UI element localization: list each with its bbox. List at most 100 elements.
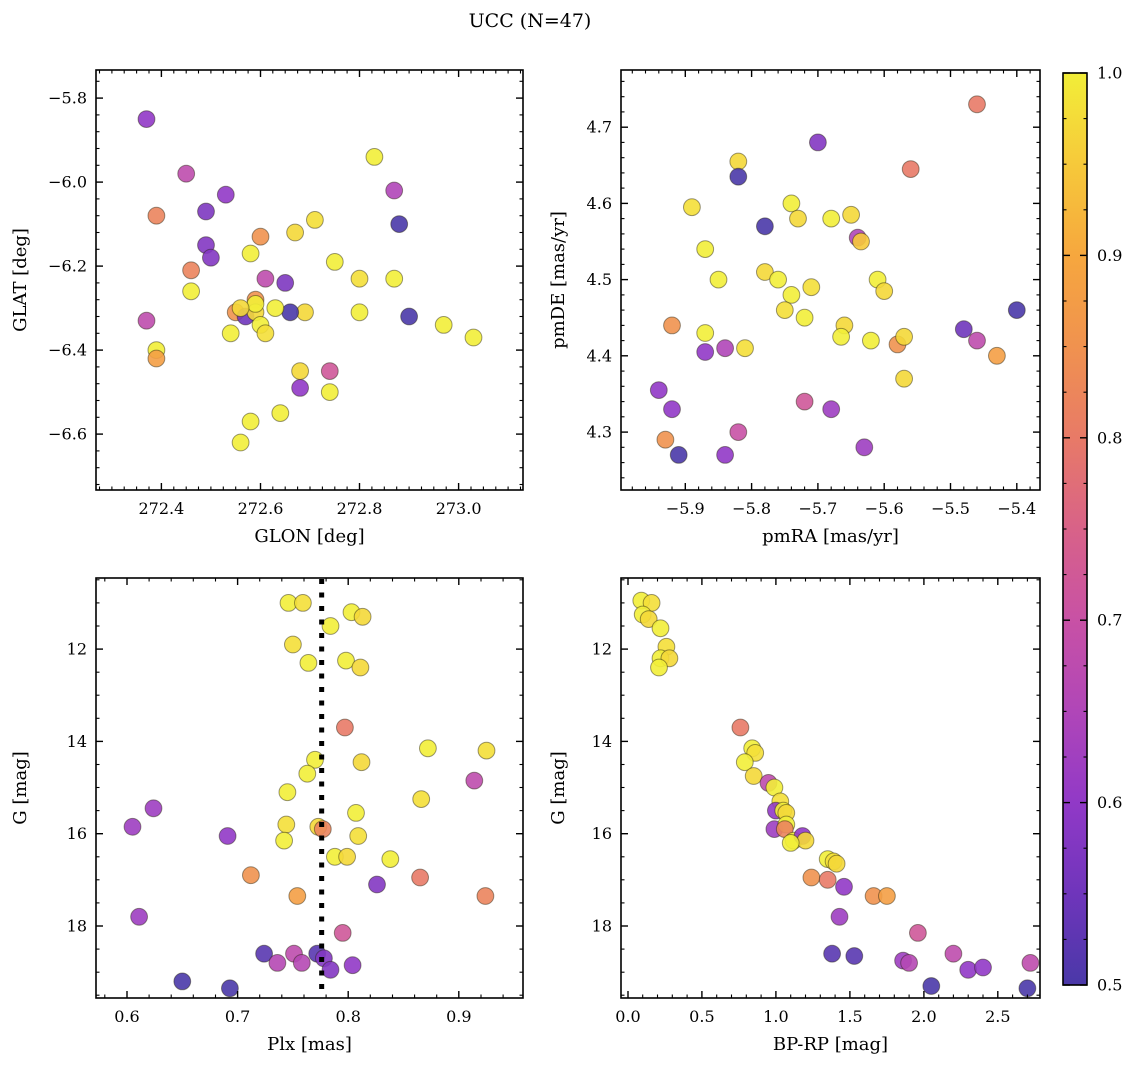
data-point bbox=[182, 282, 201, 301]
data-point bbox=[729, 167, 748, 186]
data-point bbox=[286, 223, 305, 242]
scatter-points bbox=[649, 95, 1026, 464]
data-point bbox=[1018, 979, 1037, 998]
y-tick-label: 12 bbox=[67, 640, 87, 659]
y-tick-label: 4.6 bbox=[587, 194, 612, 213]
data-point bbox=[343, 956, 362, 975]
y-axis-label: G [mag] bbox=[548, 751, 569, 824]
panel-pmra-pmde: −5.9 −5.8 −5.7 −5.6 −5.5 −5.4 4.7 4.6 4.5 4.4 4.3 p… bbox=[548, 69, 1041, 547]
data-point bbox=[231, 433, 250, 452]
tick-labels: −5.9 −5.8 −5.7 −5.6 −5.5 −5.4 4.7 4.6 4.5 4.4 4.3 bbox=[587, 118, 1037, 518]
data-point bbox=[385, 269, 404, 288]
data-point bbox=[202, 248, 220, 267]
data-point bbox=[696, 324, 715, 342]
x-tick-label: 0.7 bbox=[225, 1007, 250, 1026]
data-point bbox=[781, 834, 800, 852]
data-point bbox=[350, 269, 369, 288]
data-point bbox=[365, 148, 384, 166]
x-tick-label: −5.6 bbox=[865, 499, 904, 518]
data-point bbox=[281, 303, 300, 322]
data-point bbox=[465, 771, 484, 790]
x-axis-label: pmRA [mas/yr] bbox=[762, 526, 899, 547]
data-point bbox=[895, 327, 913, 346]
y-axis-label: GLAT [deg] bbox=[10, 228, 31, 332]
data-point bbox=[1021, 954, 1040, 972]
data-point bbox=[649, 381, 668, 400]
data-point bbox=[944, 944, 963, 963]
data-point bbox=[901, 160, 920, 179]
data-point bbox=[325, 253, 344, 271]
y-axis-label: G [mag] bbox=[10, 751, 31, 824]
data-point bbox=[434, 316, 453, 334]
data-point bbox=[277, 815, 296, 834]
data-point bbox=[336, 718, 354, 737]
data-point bbox=[476, 887, 495, 905]
data-point bbox=[306, 211, 324, 229]
data-point bbox=[231, 299, 250, 318]
data-point bbox=[412, 790, 431, 808]
data-point bbox=[278, 783, 297, 802]
data-point bbox=[352, 753, 371, 772]
y-tick-label: 18 bbox=[67, 917, 87, 936]
data-point bbox=[988, 346, 1006, 365]
data-point bbox=[968, 95, 986, 114]
x-tick-label: 272.4 bbox=[138, 499, 184, 518]
colorbar-tick-label: 0.5 bbox=[1097, 976, 1122, 995]
data-point bbox=[333, 924, 352, 942]
data-point bbox=[818, 870, 837, 889]
panel-plx-g: 0.6 0.7 0.8 0.9 12 14 16 18 Plx [mas] G [mag] bbox=[10, 577, 524, 1055]
data-point bbox=[218, 827, 237, 845]
data-point bbox=[769, 270, 787, 289]
y-tick-label: 4.4 bbox=[587, 346, 612, 365]
data-point bbox=[830, 907, 849, 926]
data-point bbox=[276, 274, 295, 292]
x-axis-label: GLON [deg] bbox=[254, 526, 364, 547]
y-tick-label: 4.5 bbox=[587, 270, 612, 289]
y-tick-label: 4.3 bbox=[587, 423, 612, 442]
data-point bbox=[256, 269, 275, 288]
data-point bbox=[123, 817, 142, 836]
data-point bbox=[268, 954, 287, 972]
data-point bbox=[197, 202, 215, 221]
colorbar: 1.0 0.9 0.8 0.7 0.6 0.5 bbox=[1062, 64, 1122, 995]
y-tick-label: −6.4 bbox=[48, 341, 87, 360]
data-point bbox=[922, 977, 941, 995]
data-point bbox=[419, 739, 437, 758]
axes-frame bbox=[95, 69, 524, 491]
data-point bbox=[477, 741, 496, 760]
data-point bbox=[696, 240, 715, 259]
data-point bbox=[464, 328, 483, 347]
colorbar-tick-label: 0.8 bbox=[1097, 428, 1122, 447]
data-point bbox=[385, 181, 404, 200]
axes-frame bbox=[620, 69, 1041, 491]
data-point bbox=[809, 133, 827, 152]
y-tick-label: 18 bbox=[592, 917, 612, 936]
data-point bbox=[968, 331, 986, 350]
x-tick-label: −5.5 bbox=[931, 499, 970, 518]
data-point bbox=[275, 831, 294, 850]
y-tick-label: 12 bbox=[592, 640, 612, 659]
x-tick-label: 0.8 bbox=[335, 1007, 360, 1026]
data-point bbox=[796, 831, 815, 850]
data-point bbox=[795, 392, 814, 411]
data-point bbox=[852, 232, 870, 251]
data-point bbox=[299, 654, 318, 672]
data-point bbox=[1007, 301, 1026, 320]
data-point bbox=[650, 658, 668, 677]
data-point bbox=[651, 619, 670, 638]
x-tick-label: 1.0 bbox=[763, 1007, 788, 1026]
data-point bbox=[221, 324, 240, 343]
y-tick-label: 14 bbox=[592, 732, 612, 751]
x-tick-label: 0.9 bbox=[446, 1007, 471, 1026]
y-tick-label: −6.6 bbox=[48, 425, 87, 444]
axis-ticks bbox=[96, 70, 523, 490]
x-tick-label: −5.8 bbox=[732, 499, 771, 518]
tick-labels: 0.0 0.5 1.0 1.5 2.0 2.5 12 14 16 18 bbox=[592, 640, 1011, 1026]
y-tick-label: 14 bbox=[67, 732, 87, 751]
data-point bbox=[716, 446, 734, 464]
colorbar-ticks bbox=[1063, 72, 1087, 986]
x-tick-label: 272.8 bbox=[337, 499, 383, 518]
data-point bbox=[353, 607, 372, 626]
data-point bbox=[298, 764, 317, 783]
axis-ticks bbox=[96, 578, 523, 998]
